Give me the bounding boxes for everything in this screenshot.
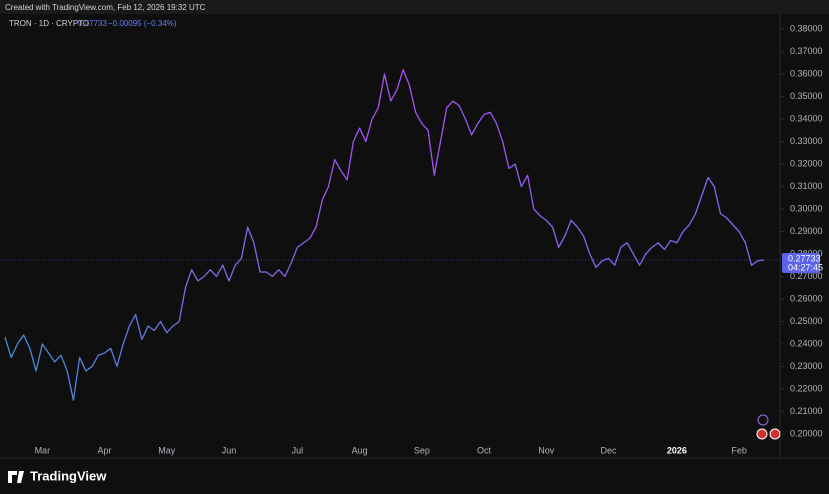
y-tick-label: 0.22000 [790, 383, 823, 393]
brand: TradingView [30, 468, 107, 483]
last-price-box [782, 252, 820, 273]
event-icon [756, 428, 768, 440]
y-tick-label: 0.37000 [790, 46, 823, 56]
price-line [4, 68, 765, 401]
y-tick-label: 0.32000 [790, 158, 823, 168]
y-tick-label: 0.23000 [790, 361, 823, 371]
header-bar [0, 0, 829, 14]
x-tick-label: Aug [352, 445, 368, 455]
y-tick-label: 0.33000 [790, 136, 823, 146]
x-tick-label: 2026 [667, 445, 687, 455]
y-tick-label: 0.27000 [790, 271, 823, 281]
logo-icon [8, 471, 24, 483]
y-tick-label: 0.36000 [790, 68, 823, 78]
y-tick-label: 0.35000 [790, 91, 823, 101]
y-tick-label: 0.24000 [790, 338, 823, 348]
y-tick-label: 0.31000 [790, 181, 823, 191]
y-tick-label: 0.26000 [790, 293, 823, 303]
last-price: 0.27733 [78, 19, 107, 28]
y-tick-label: 0.30000 [790, 203, 823, 213]
y-tick-label: 0.20000 [790, 428, 823, 438]
header: Created with TradingView.com, Feb 12, 20… [5, 3, 206, 12]
x-tick-label: Sep [414, 445, 430, 455]
price-change: −0.00095 (−0.34%) [108, 19, 177, 28]
y-tick-label: 0.34000 [790, 113, 823, 123]
x-tick-label: Jun [222, 445, 237, 455]
countdown: 04:27:45 [788, 262, 823, 272]
x-tick-label: Apr [98, 445, 112, 455]
x-tick-label: Mar [35, 445, 51, 455]
event-icon [757, 414, 769, 426]
y-tick-label: 0.21000 [790, 406, 823, 416]
y-tick-label: 0.29000 [790, 226, 823, 236]
x-tick-label: Nov [538, 445, 555, 455]
y-tick-label: 0.38000 [790, 23, 823, 33]
y-tick-label: 0.25000 [790, 316, 823, 326]
x-tick-label: Feb [731, 445, 747, 455]
last-price-label: 0.27733 [788, 253, 821, 263]
chart-title: TRON · 1D · CRYPTO [9, 19, 89, 28]
x-tick-label: Dec [600, 445, 617, 455]
x-tick-label: May [158, 445, 176, 455]
event-icon [769, 428, 781, 440]
x-tick-label: Oct [477, 445, 492, 455]
x-tick-label: Jul [292, 445, 304, 455]
